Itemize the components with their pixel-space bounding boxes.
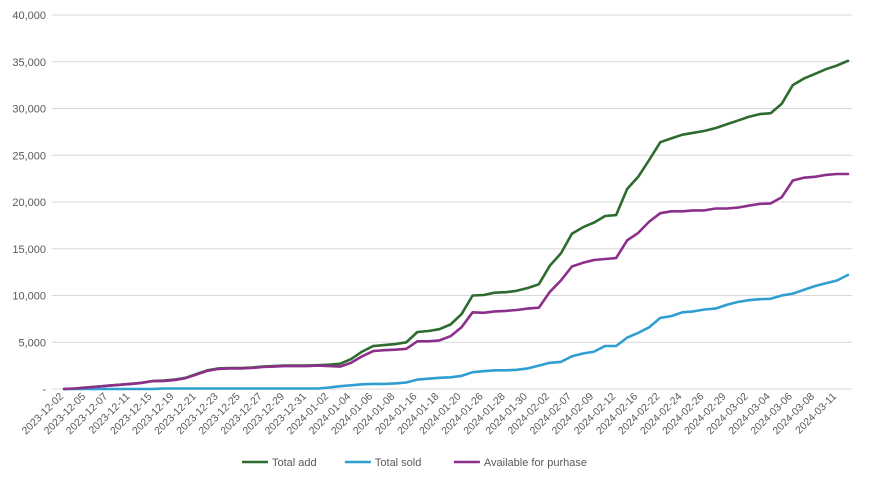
y-tick-label: - [42, 384, 46, 396]
y-tick-label: 30,000 [12, 104, 46, 116]
y-tick-label: 10,000 [12, 291, 46, 303]
series-line-2 [62, 273, 850, 391]
legend: Total add Total sold Available for purhase [242, 457, 587, 469]
y-tick-label: 15,000 [12, 244, 46, 256]
series-line-3 [62, 172, 850, 391]
y-tick-label: 35,000 [12, 57, 46, 69]
legend-label-1: Total add [272, 457, 317, 469]
legend-label-2: Total sold [375, 457, 421, 469]
legend-label-3: Available for purhase [484, 457, 587, 469]
y-axis-ticks: - 5,000 10,000 15,000 20,000 25,000 30,000 35,0… [12, 10, 46, 396]
y-tick-label: 20,000 [12, 197, 46, 209]
series-lines [62, 59, 850, 391]
y-tick-label: 5,000 [18, 337, 46, 349]
x-axis-ticks: 2023-12-022023-12-052023-12-072023-12-11… [20, 391, 840, 438]
y-tick-label: 40,000 [12, 10, 46, 22]
y-tick-label: 25,000 [12, 150, 46, 162]
gridlines [52, 14, 852, 390]
series-line-1 [62, 59, 850, 391]
